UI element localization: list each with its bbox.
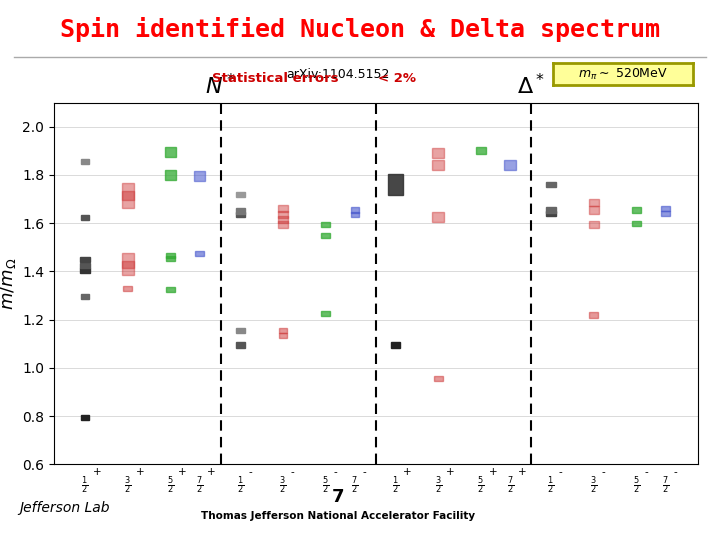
Bar	[236, 342, 245, 348]
Bar	[588, 221, 598, 228]
Text: $\frac{3}{2}$: $\frac{3}{2}$	[124, 474, 131, 496]
Text: -: -	[601, 467, 605, 477]
Text: $\frac{3}{2}$: $\frac{3}{2}$	[590, 474, 597, 496]
Bar	[81, 256, 90, 262]
Text: +: +	[518, 467, 526, 477]
Bar	[122, 261, 134, 275]
Text: +: +	[207, 467, 216, 477]
Text: arXiv:1104.5152: arXiv:1104.5152	[287, 68, 390, 81]
Text: $\frac{5}{2}$: $\frac{5}{2}$	[477, 474, 485, 496]
Text: -: -	[333, 467, 337, 477]
Bar	[81, 263, 90, 268]
Bar	[166, 287, 175, 292]
Text: +: +	[135, 467, 144, 477]
Text: -: -	[363, 467, 366, 477]
Text: $\frac{7}{2}$: $\frac{7}{2}$	[196, 474, 203, 496]
Bar	[661, 211, 670, 216]
Bar	[588, 199, 598, 206]
Text: $N^*$: $N^*$	[204, 72, 235, 98]
Text: -: -	[248, 467, 252, 477]
Text: $\frac{1}{2}$: $\frac{1}{2}$	[81, 474, 89, 496]
Text: -: -	[644, 467, 648, 477]
Bar	[433, 148, 444, 158]
Text: +: +	[446, 467, 455, 477]
Bar	[81, 159, 89, 164]
Bar	[122, 191, 134, 207]
Bar	[279, 333, 287, 338]
Text: 7: 7	[332, 488, 345, 506]
Bar	[546, 207, 556, 213]
Text: +: +	[403, 467, 412, 477]
Bar	[476, 147, 486, 154]
Bar	[433, 212, 444, 222]
Bar	[434, 376, 443, 381]
Text: $\frac{1}{2}$: $\frac{1}{2}$	[392, 474, 399, 496]
Bar	[351, 207, 359, 213]
Bar	[236, 208, 245, 214]
Text: Thomas Jefferson National Accelerator Facility: Thomas Jefferson National Accelerator Fa…	[202, 511, 475, 521]
Bar	[81, 268, 90, 273]
Bar	[236, 212, 245, 218]
Y-axis label: $m/m_\Omega$: $m/m_\Omega$	[0, 257, 18, 310]
Text: $\frac{3}{2}$: $\frac{3}{2}$	[279, 474, 287, 496]
Bar	[632, 220, 641, 226]
Text: $\frac{7}{2}$: $\frac{7}{2}$	[351, 474, 359, 496]
Text: $\frac{5}{2}$: $\frac{5}{2}$	[167, 474, 174, 496]
Bar	[122, 253, 134, 268]
Text: Spin identified Nucleon & Delta spectrum: Spin identified Nucleon & Delta spectrum	[60, 17, 660, 42]
Text: $\frac{3}{2}$: $\frac{3}{2}$	[435, 474, 442, 496]
Bar	[589, 312, 598, 318]
Bar	[236, 328, 245, 333]
Bar	[166, 253, 175, 259]
Bar	[661, 206, 670, 211]
Bar	[81, 214, 89, 220]
Bar	[504, 160, 516, 170]
Text: +: +	[93, 467, 102, 477]
Bar	[433, 160, 444, 170]
Text: -: -	[291, 467, 294, 477]
Text: Jefferson Lab: Jefferson Lab	[19, 501, 110, 515]
Bar	[546, 211, 556, 216]
Text: Statistical errors: Statistical errors	[212, 72, 339, 85]
Bar	[278, 216, 288, 223]
Bar	[351, 212, 359, 218]
Bar	[632, 207, 641, 213]
Text: $\frac{1}{2}$: $\frac{1}{2}$	[237, 474, 244, 496]
Bar	[165, 147, 176, 157]
Bar	[278, 211, 288, 218]
Bar	[279, 328, 287, 333]
Bar	[236, 192, 245, 197]
Bar	[278, 221, 288, 228]
Text: $\frac{1}{2}$: $\frac{1}{2}$	[547, 474, 554, 496]
Bar	[321, 222, 330, 227]
Text: $\frac{7}{2}$: $\frac{7}{2}$	[662, 474, 669, 496]
Bar	[195, 251, 204, 256]
Text: $\frac{5}{2}$: $\frac{5}{2}$	[633, 474, 640, 496]
Bar	[194, 171, 205, 181]
Bar	[278, 205, 288, 212]
Bar	[392, 342, 400, 348]
Text: -: -	[673, 467, 677, 477]
Bar	[321, 233, 330, 238]
Text: +: +	[489, 467, 498, 477]
Bar	[166, 255, 175, 261]
Text: $\frac{5}{2}$: $\frac{5}{2}$	[322, 474, 329, 496]
Bar	[546, 182, 556, 187]
Text: $m_\pi\sim$ 520MeV: $m_\pi\sim$ 520MeV	[578, 66, 668, 82]
Bar	[81, 294, 89, 299]
Text: $\frac{7}{2}$: $\frac{7}{2}$	[506, 474, 514, 496]
Bar	[588, 206, 598, 213]
Text: $\Delta^*$: $\Delta^*$	[516, 72, 544, 98]
Bar	[321, 311, 330, 316]
Text: +: +	[179, 467, 187, 477]
Text: < 2%: < 2%	[378, 72, 416, 85]
Bar	[165, 170, 176, 180]
Bar	[122, 184, 134, 200]
Bar	[124, 286, 132, 291]
Bar	[388, 174, 403, 195]
Text: -: -	[559, 467, 562, 477]
Bar	[81, 415, 89, 420]
